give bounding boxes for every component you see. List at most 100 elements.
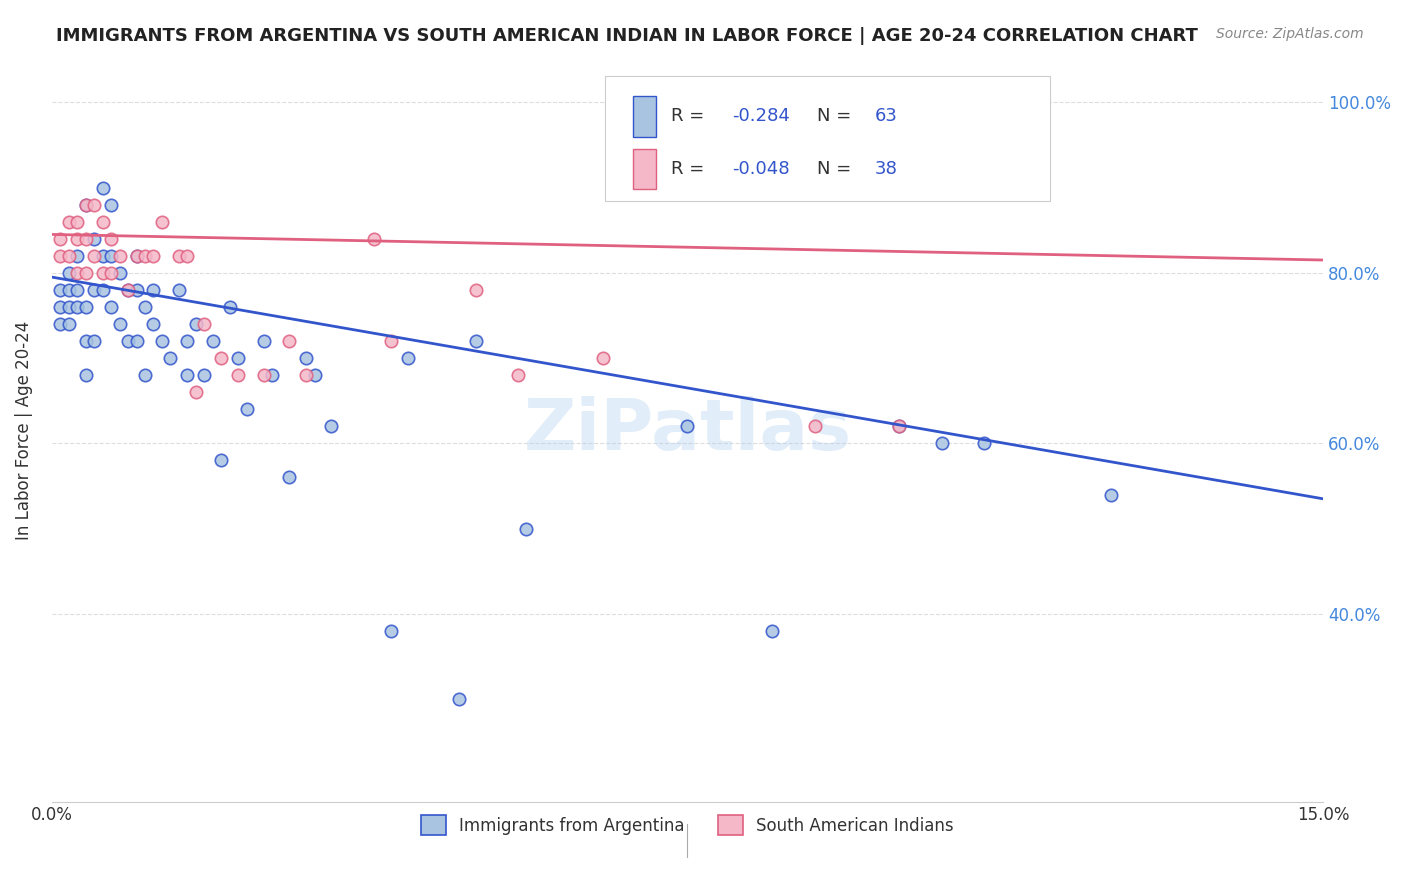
Point (201, 334, 224, 348)
Text: R =: R = (671, 160, 710, 178)
Point (75, 368, 97, 383)
Point (91, 266, 114, 280)
Point (66, 232, 89, 246)
Point (184, 385, 207, 400)
Point (176, 249, 198, 263)
Point (396, 351, 419, 365)
Point (380, 334, 402, 348)
Point (91, 283, 114, 297)
Point (125, 249, 148, 263)
Point (83, 249, 105, 263)
Point (108, 249, 131, 263)
Point (75, 334, 97, 348)
Point (75, 197, 97, 211)
Point (75, 266, 97, 280)
Point (184, 317, 207, 331)
Point (49, 249, 72, 263)
Point (209, 453, 232, 467)
Point (295, 351, 318, 365)
Point (506, 368, 529, 383)
Point (66, 266, 89, 280)
Point (58, 214, 80, 228)
Text: R =: R = (671, 107, 710, 125)
Point (262, 368, 284, 383)
Point (83, 283, 105, 297)
Point (278, 470, 301, 484)
Text: -0.048: -0.048 (733, 160, 790, 178)
Point (49, 283, 72, 297)
FancyBboxPatch shape (633, 95, 655, 136)
Point (218, 300, 240, 314)
Point (142, 283, 165, 297)
Point (761, 624, 783, 638)
Point (66, 214, 89, 228)
Point (66, 283, 89, 297)
Y-axis label: In Labor Force | Age 20-24: In Labor Force | Age 20-24 (15, 321, 32, 541)
Point (100, 266, 122, 280)
Point (142, 317, 165, 331)
Point (889, 419, 911, 434)
Point (66, 300, 89, 314)
Point (226, 368, 249, 383)
FancyBboxPatch shape (633, 149, 655, 189)
Point (447, 692, 470, 706)
Point (304, 368, 326, 383)
Point (91, 249, 114, 263)
Point (117, 283, 139, 297)
Point (83, 232, 105, 246)
Point (58, 300, 80, 314)
Legend: Immigrants from Argentina, South American Indians: Immigrants from Argentina, South America… (411, 805, 965, 846)
Point (125, 249, 148, 263)
Point (49, 317, 72, 331)
Point (295, 368, 318, 383)
Text: N =: N = (817, 107, 858, 125)
Point (142, 249, 165, 263)
Point (464, 334, 486, 348)
Point (117, 334, 139, 348)
Point (1099, 487, 1122, 501)
Point (134, 368, 156, 383)
Text: 38: 38 (875, 160, 897, 178)
Point (91, 180, 114, 194)
Point (75, 300, 97, 314)
Point (973, 436, 995, 450)
Point (176, 334, 198, 348)
Point (889, 419, 911, 434)
Point (58, 283, 80, 297)
Point (75, 197, 97, 211)
Point (108, 266, 131, 280)
Point (167, 249, 190, 263)
Point (321, 419, 343, 434)
Point (193, 368, 215, 383)
Text: -0.284: -0.284 (733, 107, 790, 125)
FancyBboxPatch shape (605, 76, 1050, 201)
Point (58, 266, 80, 280)
Point (134, 300, 156, 314)
Point (363, 232, 385, 246)
Point (150, 334, 173, 348)
Point (931, 436, 953, 450)
Point (117, 283, 139, 297)
Point (49, 300, 72, 314)
Point (803, 419, 825, 434)
Point (91, 214, 114, 228)
Point (464, 283, 486, 297)
Point (58, 249, 80, 263)
Point (125, 334, 148, 348)
Point (58, 317, 80, 331)
Point (134, 249, 156, 263)
Point (49, 232, 72, 246)
Point (100, 197, 122, 211)
Text: Source: ZipAtlas.com: Source: ZipAtlas.com (1216, 27, 1364, 41)
Point (253, 368, 276, 383)
Point (592, 351, 614, 365)
Point (75, 232, 97, 246)
Point (150, 214, 173, 228)
Point (226, 351, 249, 365)
Point (100, 232, 122, 246)
Point (159, 351, 181, 365)
Point (167, 283, 190, 297)
Text: 63: 63 (875, 107, 897, 125)
Point (83, 197, 105, 211)
Point (515, 522, 537, 536)
